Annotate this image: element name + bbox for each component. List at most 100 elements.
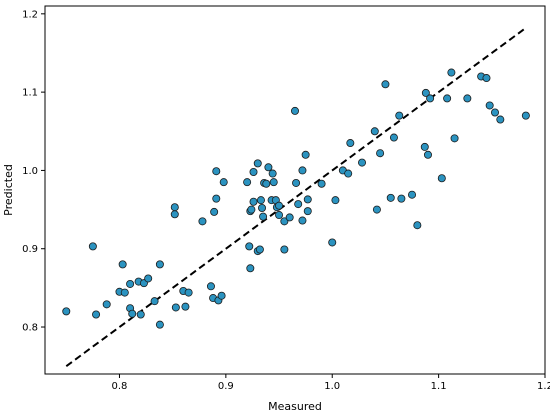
reference-line (65, 28, 525, 367)
data-point (447, 68, 456, 77)
data-point (346, 139, 355, 148)
data-point (301, 150, 310, 159)
data-point (255, 245, 264, 254)
data-point (128, 309, 137, 318)
data-point (413, 221, 422, 230)
y-tick-label: 0.8 (22, 323, 38, 334)
data-point (249, 167, 258, 176)
data-point (264, 163, 273, 172)
data-point (370, 127, 379, 136)
x-tick-label: 1.2 (537, 381, 550, 392)
data-point (490, 108, 499, 117)
data-point (269, 178, 278, 187)
data-point (184, 288, 193, 297)
data-point (285, 213, 294, 222)
data-point (389, 133, 398, 142)
y-tick-label: 1.0 (22, 166, 38, 177)
data-point (358, 158, 367, 167)
data-point (155, 260, 164, 269)
data-point (443, 94, 452, 103)
data-point (280, 245, 289, 254)
data-point (328, 238, 337, 247)
data-points (62, 68, 530, 329)
data-point (381, 80, 390, 89)
data-point (144, 274, 153, 283)
data-point (275, 211, 284, 220)
data-point (217, 291, 226, 300)
data-point (421, 88, 430, 97)
data-point (423, 150, 432, 159)
data-point (150, 297, 159, 306)
data-point (426, 94, 435, 103)
data-point (247, 205, 256, 214)
data-point (298, 166, 307, 175)
data-point (206, 282, 215, 291)
data-point (212, 167, 221, 176)
data-point (408, 190, 417, 199)
data-point (386, 193, 395, 202)
data-point (136, 310, 145, 319)
data-point (482, 74, 491, 83)
data-point (62, 307, 71, 316)
data-point (243, 178, 252, 187)
data-point (420, 142, 429, 151)
data-point (256, 196, 265, 205)
data-point (258, 204, 267, 213)
data-point (496, 115, 505, 124)
data-point (395, 111, 404, 120)
data-point (397, 194, 406, 203)
data-point (246, 264, 255, 273)
data-point (88, 242, 97, 251)
data-point (303, 195, 312, 204)
y-tick-label: 0.9 (22, 244, 38, 255)
data-point (102, 300, 111, 309)
data-point (521, 111, 530, 120)
data-point (198, 217, 207, 226)
data-point (92, 310, 101, 319)
plot-area (44, 5, 546, 375)
data-point (219, 178, 228, 187)
data-point (331, 196, 340, 205)
y-tick-label: 1.2 (22, 9, 38, 20)
data-point (259, 212, 268, 221)
data-point (249, 197, 258, 206)
data-point (275, 201, 284, 210)
data-point (210, 207, 219, 216)
data-point (126, 279, 135, 288)
x-tick-label: 1.0 (324, 381, 340, 392)
data-point (372, 205, 381, 214)
data-point (485, 101, 494, 110)
y-axis-label: Predicted (2, 164, 15, 216)
data-point (290, 106, 299, 115)
axis-ticks: 0.8 0.9 1.0 1.1 1.2 0.8 0.9 1.0 1.1 1.2 (22, 9, 550, 392)
data-point (212, 194, 221, 203)
x-tick-label: 1.1 (431, 381, 447, 392)
y-tick-label: 1.1 (22, 88, 38, 99)
data-point (280, 217, 289, 226)
data-point (437, 174, 446, 183)
data-point (298, 216, 307, 225)
data-point (171, 303, 180, 312)
data-point (120, 288, 129, 297)
data-point (268, 169, 277, 178)
x-tick-label: 0.8 (112, 381, 128, 392)
data-point (170, 203, 179, 212)
data-point (253, 159, 262, 168)
data-point (262, 179, 271, 188)
data-point (118, 260, 127, 269)
data-point (155, 320, 164, 329)
data-point (303, 207, 312, 216)
data-point (344, 169, 353, 178)
data-point (292, 178, 301, 187)
data-point (181, 302, 190, 311)
data-point (170, 210, 179, 219)
data-point (294, 200, 303, 209)
data-point (463, 94, 472, 103)
data-point (376, 149, 385, 158)
data-point (245, 242, 254, 251)
x-tick-label: 0.9 (218, 381, 234, 392)
data-point (450, 134, 459, 143)
data-point (317, 179, 326, 188)
x-axis-label: Measured (268, 400, 322, 413)
